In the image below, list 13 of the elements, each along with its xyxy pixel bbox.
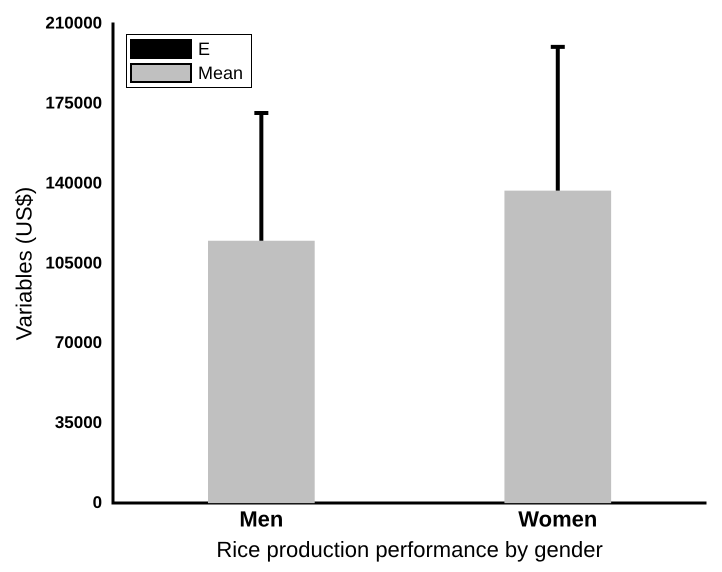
x-tick-label: Women [518, 506, 598, 532]
y-tick-label: 175000 [45, 94, 102, 113]
y-tick-label: 140000 [45, 173, 102, 192]
y-tick-label: 105000 [45, 253, 102, 272]
y-tick-label: 35000 [54, 413, 102, 432]
y-tick-label: 70000 [54, 333, 102, 352]
y-axis-title: Variables (US$) [11, 186, 36, 340]
legend-label: Mean [198, 62, 244, 84]
x-tick-label: Men [239, 506, 284, 532]
annotation: E [198, 38, 210, 60]
y-tick-label: 210000 [45, 14, 102, 33]
x-axis-title: Rice production performance by gender [216, 536, 603, 562]
y-tick-label: 0 [92, 492, 102, 512]
